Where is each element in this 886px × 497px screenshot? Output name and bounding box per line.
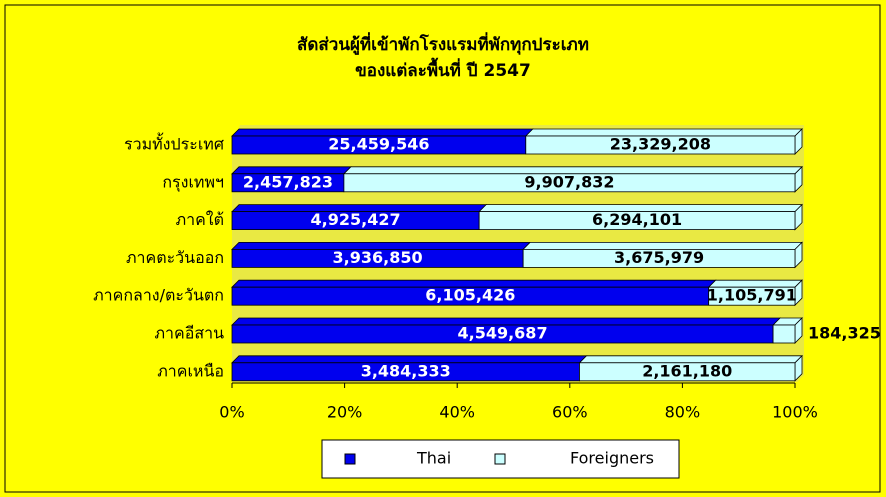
data-label: 1,105,791 [707, 286, 797, 305]
legend-swatch [344, 453, 356, 465]
data-label: 23,329,208 [610, 135, 711, 154]
bar [522, 248, 796, 268]
bar [343, 173, 796, 193]
chart-subtitle: ของแต่ละพื้นที่ ปี 2547 [355, 57, 531, 81]
x-tick-label: 40% [439, 403, 475, 422]
data-label: 6,294,101 [592, 210, 682, 229]
data-label: 4,925,427 [311, 210, 401, 229]
x-tick-label: 100% [772, 403, 818, 422]
data-label: 3,675,979 [614, 248, 704, 267]
data-label: 6,105,426 [425, 286, 515, 305]
y-tick-label: กรุงเทพฯ [162, 172, 224, 192]
data-label: 3,936,850 [333, 248, 423, 267]
data-label: 2,457,823 [243, 172, 333, 191]
y-tick-label: ภาคอีสาน [154, 324, 224, 343]
data-label: 25,459,546 [328, 135, 429, 154]
data-label: 4,549,687 [457, 324, 547, 343]
legend-swatch [494, 453, 506, 465]
y-tick-label: ภาคกลาง/ตะวันตก [93, 286, 224, 305]
bar [772, 324, 796, 344]
y-tick-label: ภาคใต้ [176, 210, 224, 229]
bar [579, 362, 796, 382]
x-tick-label: 80% [665, 403, 701, 422]
x-tick-label: 20% [327, 403, 363, 422]
data-label: 9,907,832 [524, 172, 614, 191]
data-label: 2,161,180 [642, 361, 732, 380]
data-label: 184,325 [808, 324, 881, 343]
y-tick-label: รวมทั้งประเทศ [124, 133, 224, 154]
legend-box [321, 439, 680, 479]
legend-label: Thai [416, 449, 451, 468]
y-tick-label: ภาคเหนือ [157, 361, 224, 380]
chart-border [4, 4, 881, 493]
bar [708, 286, 796, 306]
y-tick-label: ภาคตะวันออก [126, 248, 224, 267]
x-tick-label: 60% [552, 403, 588, 422]
x-tick-label: 0% [219, 403, 244, 422]
bar [525, 135, 796, 155]
legend-label: Foreigners [570, 449, 654, 468]
data-label: 3,484,333 [361, 361, 451, 380]
bar [478, 211, 796, 231]
chart-title: สัดส่วนผู้ที่เข้าพักโรงแรมที่พักทุกประเภ… [297, 32, 589, 56]
